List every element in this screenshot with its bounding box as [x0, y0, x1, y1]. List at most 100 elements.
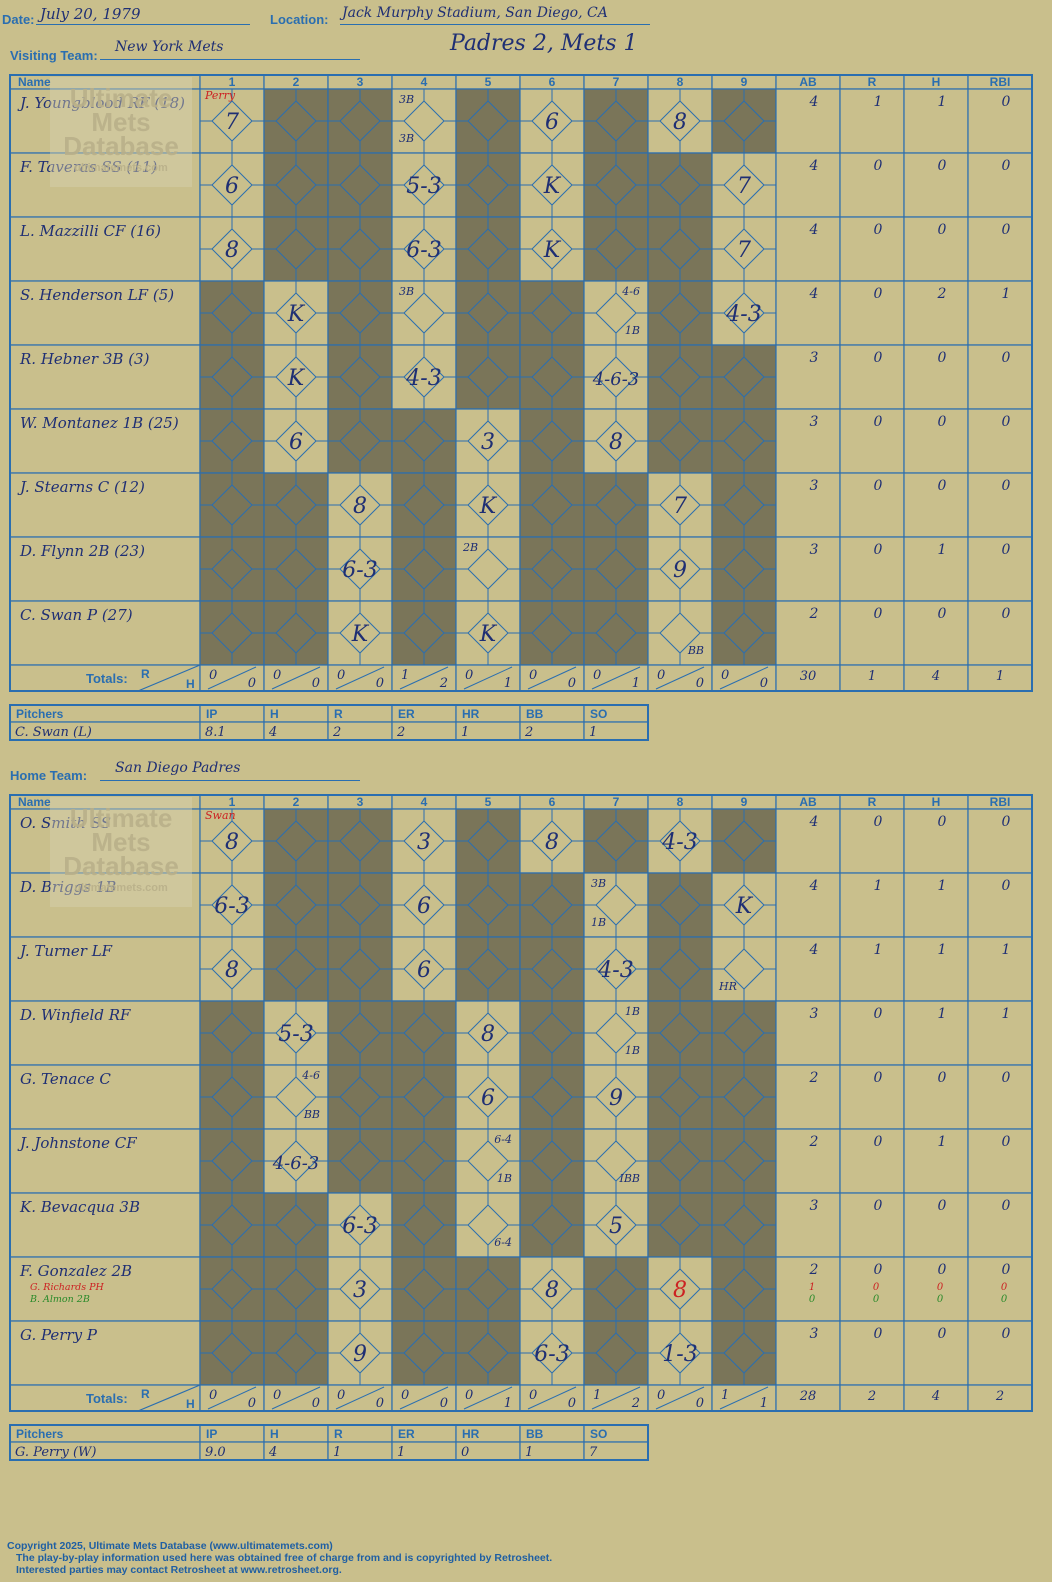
visitors-stat-cell	[839, 88, 905, 154]
visitors-pitch-header-r: R	[334, 707, 343, 721]
visitors-play-result: K	[287, 366, 306, 391]
home-stat-cell	[839, 872, 905, 938]
visitors-stat-cell	[903, 216, 969, 282]
home-diamond	[211, 1140, 253, 1182]
home-name-cell	[9, 1192, 201, 1258]
visitors-totals-slash	[591, 666, 641, 690]
date-label: Date:	[2, 12, 35, 27]
visitors-name-cell	[9, 472, 201, 538]
home-totals-r-label: R	[141, 1387, 150, 1401]
home-diamond	[211, 1268, 253, 1310]
home-inning-hits: 0	[440, 1396, 448, 1411]
home-play-result: 8	[225, 958, 239, 983]
game-result-title: Padres 2, Mets 1	[450, 31, 638, 56]
visitors-diamond	[595, 228, 637, 270]
home-substitute-stat: 0	[937, 1294, 944, 1305]
visitors-diamond	[339, 484, 381, 526]
home-stat-ab: 4	[809, 942, 819, 958]
home-diamond	[723, 1204, 765, 1246]
visitors-watermark-box	[50, 77, 192, 187]
home-stat-cell	[903, 1128, 969, 1194]
visitors-diamond	[723, 484, 765, 526]
home-card-border	[9, 794, 1033, 1412]
home-diamond	[211, 1332, 253, 1374]
home-substitute-stat: 0	[873, 1294, 880, 1305]
visitors-stat-r: 0	[874, 606, 883, 622]
visitors-inning-runs: 0	[529, 668, 537, 683]
visitors-inning-hits: 0	[312, 676, 320, 691]
home-diamond	[659, 884, 701, 926]
visitors-header-rbi: RBI	[990, 75, 1011, 89]
visitors-pitch-stat: 2	[332, 725, 341, 740]
home-diamond	[211, 948, 253, 990]
home-diamond	[467, 884, 509, 926]
visitors-total-rbi: 1	[996, 669, 1004, 684]
home-pitch-stat: 7	[589, 1445, 598, 1460]
visitors-stat-r: 0	[874, 222, 883, 238]
visitors-name-cell	[9, 536, 201, 602]
home-diamond	[595, 1332, 637, 1374]
visitors-inning-runs: 0	[273, 668, 281, 683]
visitors-diamond	[275, 356, 317, 398]
home-stat-rbi: 0	[1002, 1198, 1011, 1214]
visitors-diamond	[467, 356, 509, 398]
home-stat-cell	[967, 872, 1033, 938]
visitors-batter-name: F. Taveras SS (11)	[19, 158, 157, 176]
home-opposing-pitcher-note: Swan	[205, 809, 236, 822]
visitors-stat-ab: 4	[809, 286, 819, 302]
visitors-inning-hits: 0	[760, 676, 768, 691]
visitors-play-result: K	[543, 174, 562, 199]
visitors-diamond	[211, 548, 253, 590]
visitors-pitch-stat: 2	[524, 725, 533, 740]
home-diamond	[467, 1204, 509, 1246]
visitors-stat-cell	[967, 600, 1033, 666]
home-stat-h: 1	[938, 942, 947, 958]
home-inning-runs: 0	[657, 1388, 665, 1403]
home-diamond	[659, 820, 701, 862]
visitors-header-4: 4	[421, 75, 428, 89]
home-stat-cell	[775, 1064, 841, 1130]
visitors-stat-cell	[775, 88, 841, 154]
home-inning-runs: 0	[465, 1388, 473, 1403]
visitors-total-h: 4	[931, 669, 940, 684]
home-play-result: 5	[609, 1214, 623, 1239]
visitors-diamond	[659, 100, 701, 142]
home-stat-r: 1	[874, 878, 883, 894]
home-play-result: 8	[225, 830, 239, 855]
home-diamond	[659, 1076, 701, 1118]
visitors-inning-hits: 1	[504, 676, 512, 691]
home-stat-cell	[967, 808, 1033, 874]
visitors-diamond	[403, 164, 445, 206]
visitors-watermark-text: Ultimate	[70, 83, 173, 113]
home-diamond	[275, 820, 317, 862]
visitors-play-note: 2B	[462, 541, 478, 554]
home-pitch-stat: 0	[461, 1445, 469, 1460]
home-stat-cell	[775, 1192, 841, 1258]
home-stat-ab: 3	[810, 1326, 819, 1342]
home-diamond	[467, 1076, 509, 1118]
visitors-diamond	[723, 100, 765, 142]
visiting-team-label: Visiting Team:	[10, 48, 98, 63]
home-stat-cell	[967, 1000, 1033, 1066]
home-totals-slash	[655, 1386, 705, 1410]
home-diamond	[531, 948, 573, 990]
visitors-stat-cell	[903, 536, 969, 602]
visitors-play-result: 4-3	[725, 302, 761, 327]
visitors-diamond	[467, 548, 509, 590]
home-stat-r: 0	[874, 1070, 883, 1086]
home-play-result: 6	[417, 958, 431, 983]
visitors-totals-slash	[271, 666, 321, 690]
copyright-line: Copyright 2025, Ultimate Mets Database (…	[7, 1540, 333, 1552]
home-diamond	[339, 1268, 381, 1310]
visitors-play-result: K	[479, 622, 498, 647]
home-diamond	[659, 1140, 701, 1182]
home-diamond	[211, 1076, 253, 1118]
visitors-diamond	[467, 612, 509, 654]
visitors-pitch-header-h: H	[270, 707, 279, 721]
home-stat-cell	[775, 1128, 841, 1194]
visitors-header-name: Name	[18, 75, 51, 89]
visitors-play-result: K	[543, 238, 562, 263]
visitors-play-result: 8	[609, 430, 623, 455]
visitors-diamond	[275, 292, 317, 334]
home-diamond	[211, 1012, 253, 1054]
